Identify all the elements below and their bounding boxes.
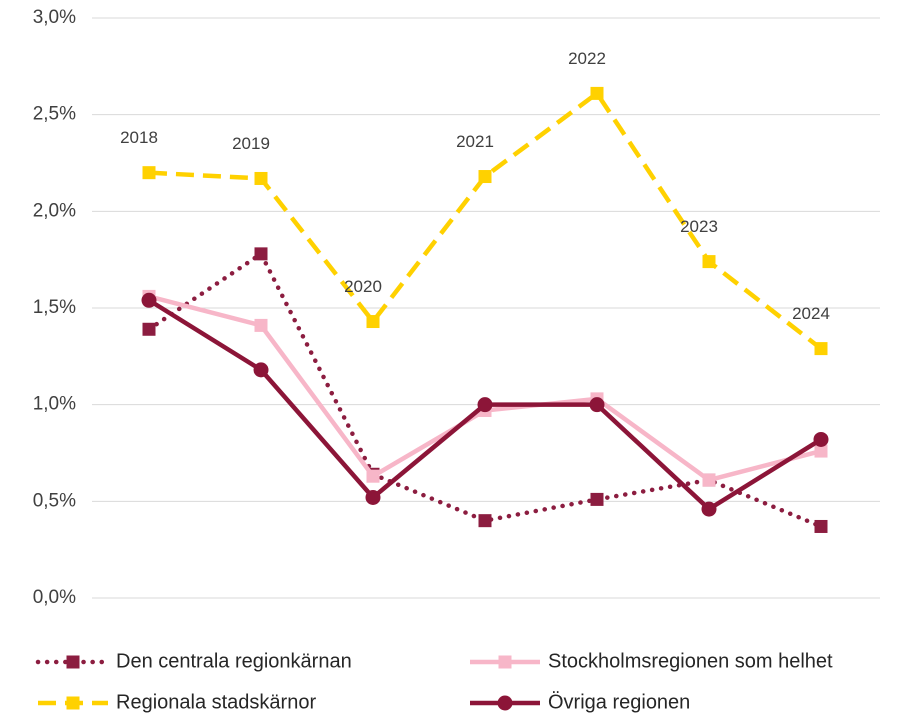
point (254, 318, 268, 332)
point (814, 444, 828, 458)
point (142, 322, 156, 336)
series-line (148, 294, 822, 483)
legend-marker (498, 655, 512, 669)
point (813, 431, 829, 447)
point (702, 473, 716, 487)
point (478, 514, 492, 528)
point (814, 342, 828, 356)
y-tick-label: 1,5% (33, 297, 76, 318)
category-label: 2020 (344, 277, 382, 296)
point (254, 247, 268, 261)
point (589, 397, 605, 413)
y-tick-label: 3,0% (33, 7, 76, 28)
point (701, 501, 717, 517)
point (254, 171, 268, 185)
point (365, 489, 381, 505)
point (253, 362, 269, 378)
series-line (146, 251, 824, 529)
y-tick-label: 2,0% (33, 200, 76, 221)
point (478, 170, 492, 184)
legend-label: Regionala stadskärnor (116, 691, 316, 713)
legend-label: Den centrala regionkärnan (116, 650, 352, 672)
point (141, 292, 157, 308)
category-label: 2019 (232, 134, 270, 153)
y-tick-label: 1,0% (33, 394, 76, 415)
category-label: 2023 (680, 217, 718, 236)
point (590, 86, 604, 100)
category-label: 2018 (120, 128, 158, 147)
point (142, 166, 156, 180)
y-tick-label: 0,0% (33, 587, 76, 608)
y-tick-label: 0,5% (33, 490, 76, 511)
category-label: 2024 (792, 304, 830, 323)
legend-label: Övriga regionen (548, 691, 690, 713)
point (366, 469, 380, 483)
legend-marker (497, 695, 513, 711)
legend-marker (66, 655, 80, 669)
legend-marker (66, 696, 80, 710)
category-label: 2022 (568, 49, 606, 68)
point (814, 519, 828, 533)
point (477, 397, 493, 413)
point (590, 492, 604, 506)
category-label: 2021 (456, 132, 494, 151)
point (702, 255, 716, 269)
legend-label: Stockholmsregionen som helhet (548, 650, 833, 672)
point (366, 315, 380, 329)
y-tick-label: 2,5% (33, 104, 76, 125)
